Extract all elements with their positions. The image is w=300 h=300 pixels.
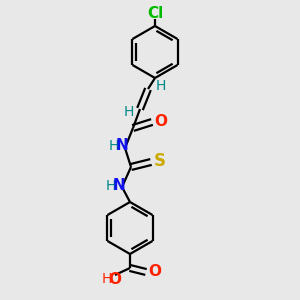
- Text: O: O: [154, 113, 167, 128]
- Text: H: H: [106, 179, 116, 193]
- Text: O: O: [148, 265, 161, 280]
- Text: N: N: [116, 139, 128, 154]
- Text: N: N: [112, 178, 125, 194]
- Text: H: H: [102, 272, 112, 286]
- Text: H: H: [124, 105, 134, 119]
- Text: S: S: [154, 152, 166, 170]
- Text: Cl: Cl: [147, 5, 163, 20]
- Text: H: H: [109, 139, 119, 153]
- Text: O: O: [109, 272, 122, 286]
- Text: H: H: [156, 79, 166, 93]
